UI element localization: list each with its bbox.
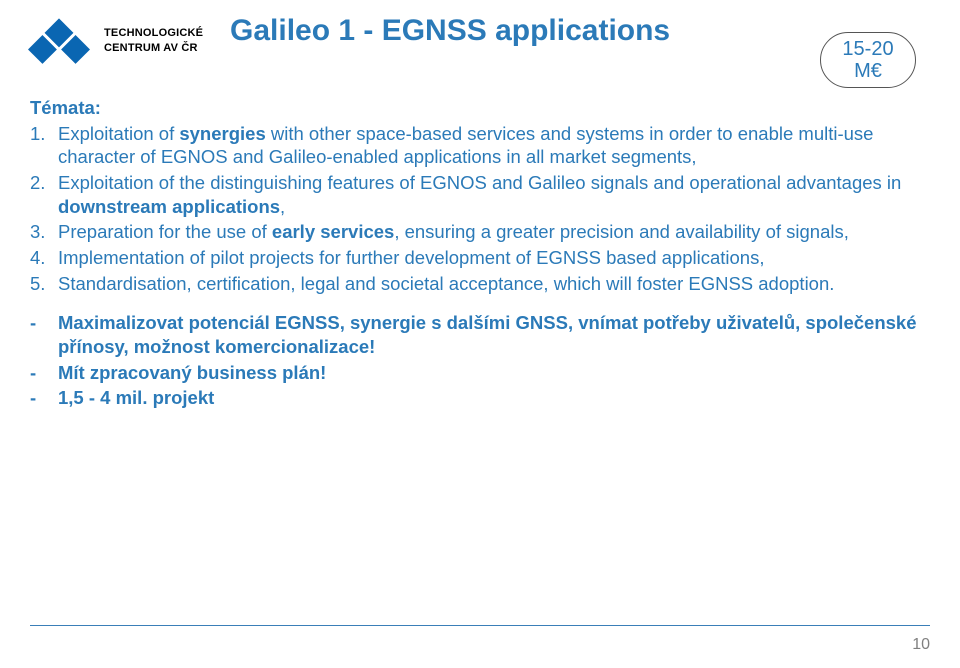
bullet-item: -Mít zpracovaný business plán! [30,361,930,385]
temata-heading: Témata: [30,96,930,120]
logo-line1: TECHNOLOGICKÉ [104,26,203,41]
item-number: 4. [30,246,58,270]
logo-block: TECHNOLOGICKÉ CENTRUM AV ČR [20,12,203,90]
bullet-item: -1,5 - 4 mil. projekt [30,386,930,410]
page-number: 10 [912,636,930,654]
bullet-dash: - [30,311,58,358]
numbered-list: 1.Exploitation of synergies with other s… [30,122,930,296]
badge-line1: 15-20 [842,38,893,60]
logo-text: TECHNOLOGICKÉ CENTRUM AV ČR [104,26,203,56]
content: Témata: 1.Exploitation of synergies with… [30,96,930,412]
bullet-item: -Maximalizovat potenciál EGNSS, synergie… [30,311,930,358]
item-number: 2. [30,171,58,218]
list-item: 1.Exploitation of synergies with other s… [30,122,930,169]
bullet-dash: - [30,361,58,385]
item-number: 1. [30,122,58,169]
list-item: 3.Preparation for the use of early servi… [30,220,930,244]
logo-line2: CENTRUM AV ČR [104,41,203,56]
list-item: 4.Implementation of pilot projects for f… [30,246,930,270]
item-text: Preparation for the use of early service… [58,220,930,244]
logo-mark [20,12,98,90]
bullet-text: Maximalizovat potenciál EGNSS, synergie … [58,311,930,358]
bullet-text: Mít zpracovaný business plán! [58,361,930,385]
item-text: Standardisation, certification, legal an… [58,272,930,296]
footer-rule [30,625,930,626]
bullet-text: 1,5 - 4 mil. projekt [58,386,930,410]
item-number: 3. [30,220,58,244]
item-text: Implementation of pilot projects for fur… [58,246,930,270]
list-item: 5.Standardisation, certification, legal … [30,272,930,296]
slide-title: Galileo 1 - EGNSS applications [230,14,670,48]
item-text: Exploitation of synergies with other spa… [58,122,930,169]
budget-badge: 15-20 M€ [820,32,916,88]
item-text: Exploitation of the distinguishing featu… [58,171,930,218]
item-number: 5. [30,272,58,296]
badge-line2: M€ [854,60,882,82]
bullet-dash: - [30,386,58,410]
bullet-list: -Maximalizovat potenciál EGNSS, synergie… [30,311,930,410]
list-item: 2.Exploitation of the distinguishing fea… [30,171,930,218]
